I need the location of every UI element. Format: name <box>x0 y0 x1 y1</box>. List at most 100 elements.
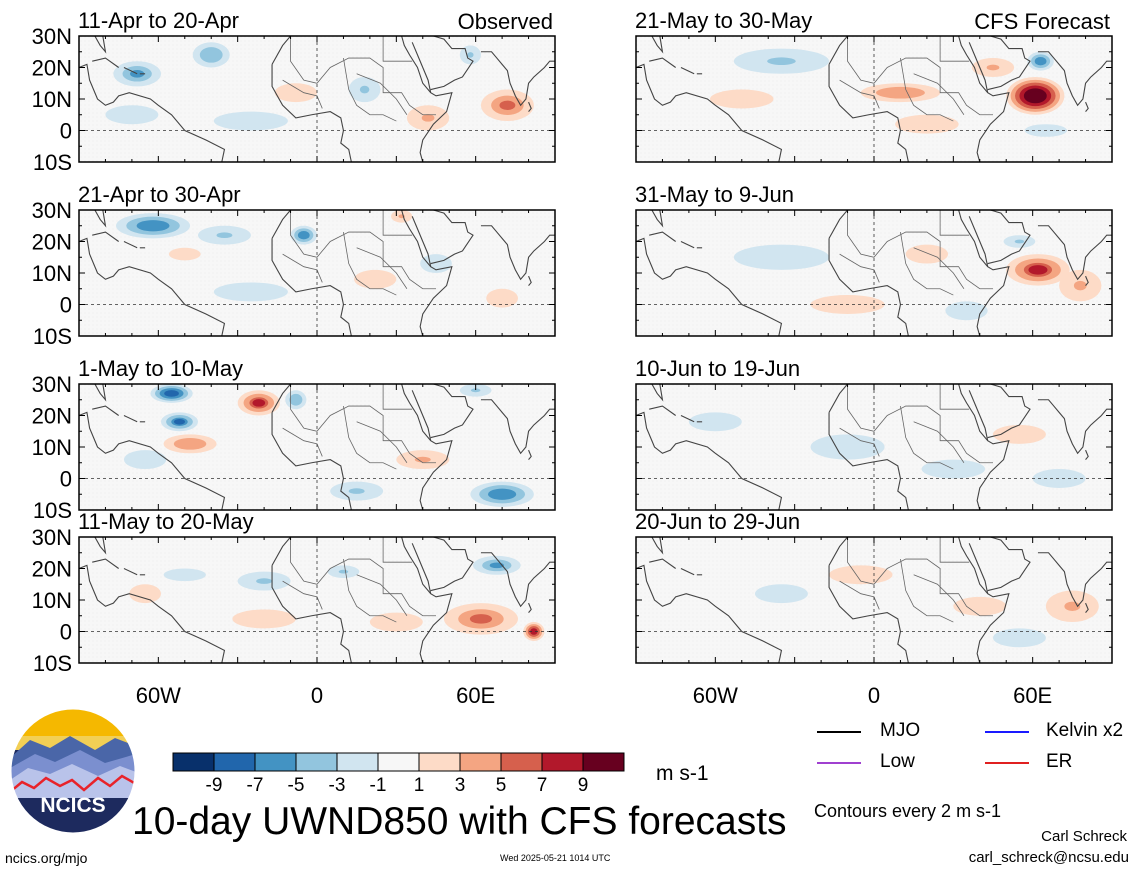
y-tick-label: 10N <box>32 435 72 460</box>
colorbar-swatch <box>295 752 338 772</box>
anomaly-core <box>414 456 431 463</box>
coastline <box>1085 275 1089 286</box>
anomaly-core <box>1014 239 1025 244</box>
country-border <box>847 36 993 116</box>
country-border <box>356 73 408 115</box>
coastline <box>480 51 555 107</box>
anomaly-core <box>469 614 493 624</box>
y-tick-label: 10S <box>33 324 72 349</box>
anomaly-blob <box>710 89 774 109</box>
coastline <box>79 384 107 402</box>
colorbar-tick-label: -3 <box>329 775 346 796</box>
anomaly-blob <box>168 247 201 261</box>
coastline <box>958 36 1010 162</box>
author-email: carl_schreck@ncsu.edu <box>968 849 1129 866</box>
coastline <box>958 210 1010 336</box>
coastline <box>79 411 226 510</box>
country-border <box>847 537 993 617</box>
colorbar-swatch <box>500 752 543 772</box>
country-border <box>939 537 970 563</box>
coastline <box>430 210 474 265</box>
units-label: m s-1 <box>656 762 709 785</box>
coastline <box>636 411 783 510</box>
panel-date-label: 1-May to 10-May <box>78 356 243 381</box>
coastline <box>680 67 695 75</box>
panel-date-label: 20-Jun to 29-Jun <box>635 509 800 534</box>
coastline <box>401 384 453 510</box>
colorbar-swatch <box>336 752 379 772</box>
anomaly-core <box>1073 280 1087 291</box>
anomaly-core <box>173 418 186 425</box>
anomaly-blob <box>1028 91 1043 101</box>
anomaly-core <box>467 52 474 58</box>
coastline <box>828 537 848 566</box>
coastline <box>528 602 532 613</box>
country-border <box>847 210 993 290</box>
coastline <box>271 64 352 162</box>
panel-date-label: 21-Apr to 30-Apr <box>78 182 241 207</box>
anomaly-blob <box>163 568 206 582</box>
coastline <box>828 64 909 162</box>
colorbar-tick-label: -1 <box>370 775 387 796</box>
y-tick-label: 20N <box>32 404 72 429</box>
colorbar-swatch <box>172 752 215 772</box>
coastline <box>123 568 138 576</box>
coastline <box>271 384 291 413</box>
coastline <box>828 412 909 510</box>
colorbar-tick-label: 7 <box>537 775 548 796</box>
country-border <box>282 580 323 610</box>
y-tick-label: 10S <box>33 150 72 175</box>
country-border <box>290 537 436 617</box>
coastline <box>1085 101 1089 112</box>
timestamp: Wed 2025-05-21 1014 UTC <box>500 853 611 863</box>
colorbar-swatch <box>213 752 256 772</box>
coastline <box>649 231 676 242</box>
anomaly-blob <box>953 596 1007 616</box>
anomaly-blob <box>129 584 161 604</box>
anomaly-core <box>1028 265 1048 275</box>
y-tick-label: 20N <box>32 557 72 582</box>
coastline <box>828 36 848 65</box>
coastline <box>480 225 555 281</box>
coastline <box>680 568 695 576</box>
y-tick-label: 30N <box>32 525 72 550</box>
column-header: Observed <box>458 9 553 34</box>
coastline <box>271 210 291 239</box>
anomaly-blob <box>905 244 949 264</box>
country-border <box>282 253 323 283</box>
anomaly-blob <box>274 83 317 103</box>
colorbar-tick-label: -7 <box>247 775 264 796</box>
coastline <box>123 415 138 423</box>
coastline <box>480 552 555 608</box>
coastline <box>79 564 226 663</box>
colorbar-swatch <box>459 752 502 772</box>
y-tick-label: 10N <box>32 261 72 286</box>
coastline <box>968 216 989 267</box>
coastline <box>430 36 474 91</box>
country-border <box>913 247 965 289</box>
main-title: 10-day UWND850 with CFS forecasts <box>132 800 787 843</box>
colorbar-tick-label: 1 <box>414 775 425 796</box>
y-tick-label: 10S <box>33 651 72 676</box>
country-border <box>839 79 880 109</box>
legend-label-low: Low <box>880 751 915 772</box>
coastline <box>401 210 453 336</box>
panel-5: 21-May to 30-May CFS Forecast <box>635 8 1113 163</box>
ncics-logo: NCICS <box>10 708 136 834</box>
anomaly-core <box>338 569 349 574</box>
coastline <box>79 537 107 555</box>
country-border <box>913 421 965 463</box>
panel-date-label: 10-Jun to 19-Jun <box>635 356 800 381</box>
site-link[interactable]: ncics.org/mjo <box>5 850 88 866</box>
colorbar-swatch <box>582 752 625 772</box>
coastline <box>430 537 474 592</box>
anomaly-blob <box>297 231 310 240</box>
anomaly-blob <box>876 86 925 99</box>
country-border <box>382 210 413 236</box>
x-tick-label: 60E <box>456 683 495 708</box>
coastline <box>411 390 432 441</box>
y-tick-label: 10N <box>32 588 72 613</box>
coastline <box>828 238 909 336</box>
